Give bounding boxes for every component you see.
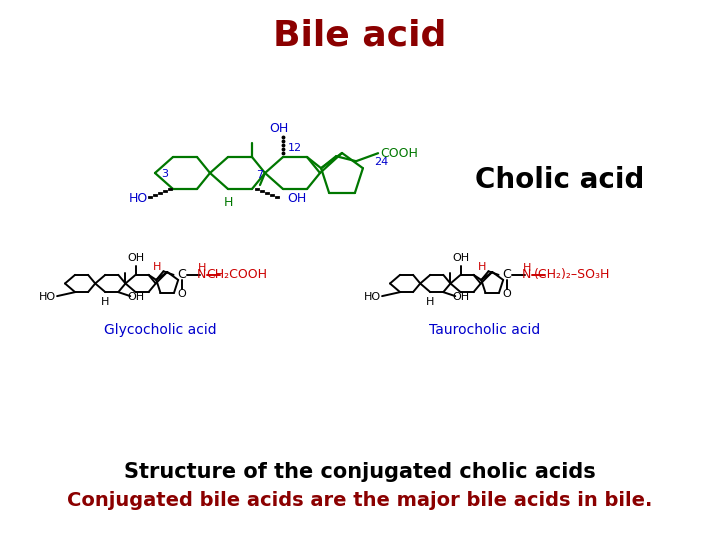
Text: Bile acid: Bile acid bbox=[274, 18, 446, 52]
Text: COOH: COOH bbox=[380, 147, 418, 160]
Text: OH: OH bbox=[127, 292, 145, 302]
Text: (CH₂)₂–SO₃H: (CH₂)₂–SO₃H bbox=[534, 268, 610, 281]
Text: Conjugated bile acids are the major bile acids in bile.: Conjugated bile acids are the major bile… bbox=[67, 490, 653, 510]
Text: Structure of the conjugated cholic acids: Structure of the conjugated cholic acids bbox=[124, 462, 596, 482]
Text: H: H bbox=[153, 262, 162, 272]
Text: H: H bbox=[478, 262, 487, 272]
Text: 24: 24 bbox=[374, 157, 388, 167]
Text: H: H bbox=[223, 197, 233, 210]
Text: HO: HO bbox=[38, 292, 55, 302]
Text: OH: OH bbox=[127, 253, 144, 262]
Text: N: N bbox=[522, 268, 531, 281]
Text: 12: 12 bbox=[288, 143, 302, 153]
Text: OH: OH bbox=[453, 292, 470, 302]
Text: H: H bbox=[426, 297, 434, 307]
Text: H: H bbox=[197, 263, 206, 273]
Text: C: C bbox=[502, 268, 511, 281]
Text: Cholic acid: Cholic acid bbox=[475, 166, 644, 194]
Text: Taurocholic acid: Taurocholic acid bbox=[429, 323, 541, 337]
Text: Glycocholic acid: Glycocholic acid bbox=[104, 323, 216, 337]
Text: H: H bbox=[523, 263, 531, 273]
Text: OH: OH bbox=[287, 192, 306, 206]
Text: OH: OH bbox=[269, 123, 289, 136]
Text: 7: 7 bbox=[256, 170, 263, 180]
Text: O: O bbox=[177, 289, 186, 299]
Text: CH₂COOH: CH₂COOH bbox=[206, 268, 267, 281]
Text: OH: OH bbox=[452, 253, 469, 262]
Text: HO: HO bbox=[128, 192, 148, 206]
Text: O: O bbox=[502, 289, 511, 299]
Text: 3: 3 bbox=[161, 169, 168, 179]
Text: C: C bbox=[177, 268, 186, 281]
Text: N: N bbox=[197, 268, 206, 281]
Text: HO: HO bbox=[364, 292, 381, 302]
Text: H: H bbox=[101, 297, 109, 307]
